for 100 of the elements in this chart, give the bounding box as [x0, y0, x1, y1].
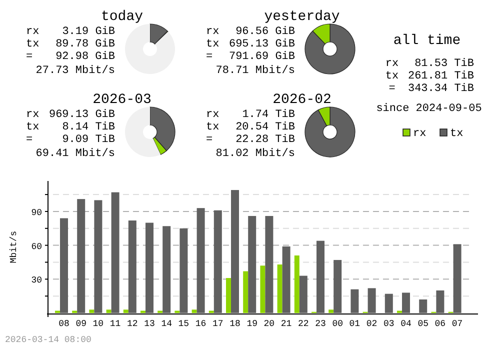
- text: rx: [26, 109, 40, 121]
- text: 81.02 Mbit/s: [216, 148, 295, 160]
- text: 791.69 GiB: [228, 51, 296, 63]
- bar: [106, 310, 112, 313]
- text: 3.19 GiB: [62, 26, 116, 38]
- x-tick-label: 20: [264, 319, 275, 329]
- bar: [123, 310, 128, 313]
- bar: [231, 190, 239, 313]
- x-tick-label: 07: [452, 319, 463, 329]
- text: tx: [26, 122, 40, 134]
- x-tick-label: 11: [110, 319, 121, 329]
- text: rx: [26, 26, 40, 38]
- text: 343.34 TiB: [408, 83, 474, 95]
- text: tx: [206, 38, 220, 50]
- bar: [294, 255, 300, 313]
- chart-title: 2026-03: [92, 92, 152, 108]
- bar: [146, 222, 154, 313]
- bar: [350, 289, 359, 313]
- bar: [384, 294, 393, 313]
- x-tick-label: 09: [76, 319, 87, 329]
- text: =: [26, 134, 33, 146]
- x-tick-label: 13: [144, 319, 155, 329]
- y-axis-title: Mbit/s: [9, 230, 19, 264]
- text: =: [26, 51, 33, 63]
- x-tick-label: 06: [434, 319, 446, 329]
- text: tx: [385, 70, 399, 82]
- text: 695.13 GiB: [228, 38, 296, 50]
- bar: [328, 310, 334, 313]
- text: rx: [206, 109, 220, 121]
- legend-label: rx: [413, 128, 427, 140]
- text: 1.74 TiB: [242, 109, 296, 121]
- text: 96.56 GiB: [236, 26, 296, 38]
- bar: [260, 266, 266, 313]
- bar: [180, 228, 188, 313]
- x-tick-label: 01: [349, 319, 360, 329]
- text: 78.71 Mbit/s: [216, 65, 295, 77]
- bar: [419, 299, 428, 313]
- text: 2026-03-14 08:00: [5, 335, 92, 345]
- donut-slice: [304, 24, 356, 74]
- text: 20.54 TiB: [236, 122, 296, 134]
- x-tick-label: 03: [383, 319, 394, 329]
- x-tick-label: 10: [92, 319, 104, 329]
- text: rx: [206, 26, 220, 38]
- x-tick-label: 08: [58, 319, 70, 329]
- text: tx: [206, 122, 220, 134]
- bar: [277, 264, 282, 313]
- x-tick-label: 04: [400, 319, 412, 329]
- text: 261.81 TiB: [408, 70, 474, 82]
- text: 9.09 TiB: [62, 134, 116, 146]
- x-tick-label: 17: [212, 319, 224, 329]
- bar: [402, 292, 410, 313]
- chart-title: yesterday: [264, 9, 340, 25]
- x-tick-label: 22: [298, 319, 309, 329]
- bar: [162, 226, 171, 313]
- text: since 2024-09-05: [376, 103, 482, 115]
- legend-label: tx: [450, 128, 464, 140]
- text: =: [206, 134, 213, 146]
- bar: [89, 310, 94, 313]
- bar: [334, 260, 342, 313]
- donut-slice: [304, 106, 356, 158]
- bar: [265, 216, 274, 313]
- text: 22.28 TiB: [236, 134, 296, 146]
- chart-title: today: [100, 9, 144, 25]
- bar: [128, 220, 136, 313]
- donut-slice: [150, 24, 168, 44]
- donut-slice: [150, 106, 176, 152]
- bar: [196, 208, 205, 313]
- x-tick-label: 00: [332, 319, 344, 329]
- x-tick-label: 12: [126, 319, 138, 329]
- bar: [60, 218, 68, 313]
- bar: [282, 246, 290, 313]
- text: 8.14 TiB: [62, 122, 116, 134]
- bar: [248, 216, 256, 313]
- x-tick-label: 19: [246, 319, 258, 329]
- text: rx: [385, 58, 399, 70]
- x-tick-label: 16: [195, 319, 206, 329]
- text: 27.73 Mbit/s: [36, 65, 115, 77]
- text: 89.78 GiB: [56, 38, 116, 50]
- x-tick-label: 14: [161, 319, 172, 329]
- x-tick-label: 15: [178, 319, 190, 329]
- text: 92.98 GiB: [56, 51, 116, 63]
- chart-title: 2026-02: [272, 92, 332, 108]
- text: 81.53 TiB: [414, 58, 474, 70]
- y-tick-label: 30: [31, 276, 42, 286]
- bar: [453, 244, 462, 313]
- bar: [436, 290, 444, 313]
- y-tick-label: 90: [31, 208, 42, 218]
- bar: [214, 210, 222, 313]
- x-tick-label: 18: [230, 319, 240, 329]
- text: =: [388, 83, 396, 95]
- text: all time: [393, 33, 461, 49]
- text: 69.41 Mbit/s: [36, 148, 115, 160]
- x-tick-label: 02: [366, 319, 378, 329]
- bar: [243, 271, 248, 313]
- text: =: [206, 51, 213, 63]
- bar: [111, 192, 120, 313]
- y-tick-label: 60: [31, 242, 42, 252]
- bar: [192, 310, 197, 313]
- bar: [77, 199, 86, 313]
- x-tick-label: 23: [315, 319, 326, 329]
